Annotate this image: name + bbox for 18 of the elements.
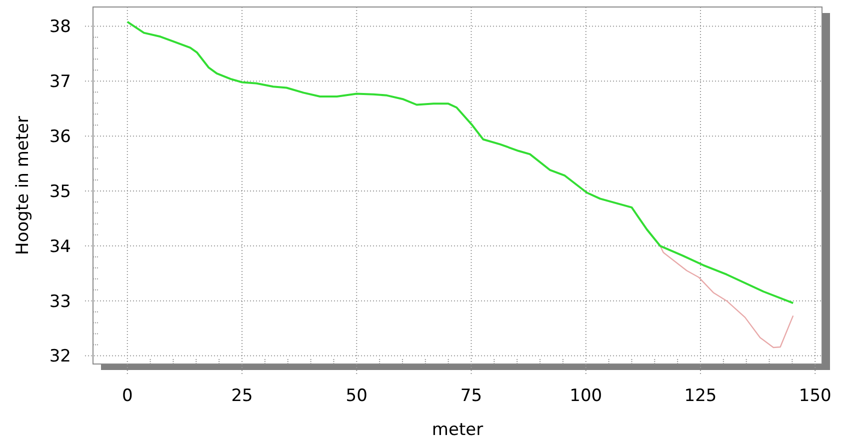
y-tick-label: 35 [49, 182, 71, 202]
x-tick-label: 0 [122, 386, 133, 406]
y-tick-label: 32 [49, 346, 71, 367]
y-tick-label: 34 [49, 236, 71, 257]
y-tick-label: 33 [49, 292, 71, 312]
x-tick-label: 25 [231, 386, 253, 406]
line-series [660, 245, 794, 348]
x-tick-label: 50 [346, 386, 368, 406]
y-tick-label: 37 [49, 72, 71, 92]
x-tick-label: 100 [570, 386, 602, 406]
line-series [126, 20, 794, 304]
y-axis-title: Hoogte in meter [13, 116, 33, 255]
x-tick-label: 75 [460, 386, 482, 406]
y-tick-label: 38 [49, 17, 71, 38]
x-tick-label: 150 [798, 386, 832, 406]
x-tick-label: 125 [684, 386, 717, 406]
x-axis-title: meter [432, 420, 484, 440]
y-tick-label: 36 [49, 127, 71, 148]
